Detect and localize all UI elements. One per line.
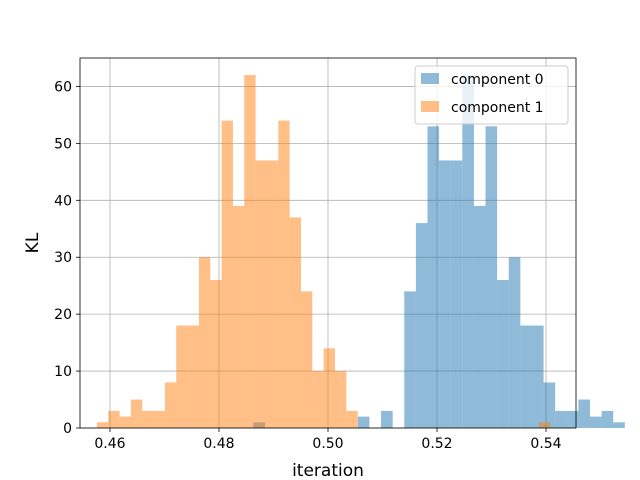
- histogram-bar: [300, 291, 313, 428]
- histogram-bar: [244, 75, 256, 429]
- histogram-bar: [404, 291, 416, 428]
- histogram-bar: [221, 120, 233, 428]
- histogram-bar: [346, 410, 358, 428]
- x-tick-label: 0.48: [203, 436, 234, 452]
- histogram-bar: [539, 422, 551, 428]
- histogram-bar: [153, 410, 165, 428]
- histogram-bar: [450, 160, 463, 428]
- y-tick-label: 20: [54, 307, 72, 323]
- y-tick-label: 60: [54, 79, 72, 95]
- histogram-bar: [289, 217, 301, 428]
- legend: component 0 component 1: [414, 65, 569, 125]
- legend-swatch-component-0: [421, 73, 439, 84]
- histogram-bar: [232, 206, 245, 428]
- histogram-bar: [439, 160, 451, 428]
- histogram-bar: [381, 410, 393, 428]
- histogram-bar: [142, 410, 154, 428]
- x-tick-label: 0.46: [94, 436, 125, 452]
- histogram-bar: [485, 126, 498, 429]
- histogram-bar: [415, 223, 428, 428]
- histogram-bar: [357, 416, 370, 428]
- y-tick-label: 40: [54, 193, 72, 209]
- y-tick-label: 10: [54, 364, 72, 380]
- histogram-bar: [427, 126, 440, 429]
- y-axis-label: KL: [23, 232, 43, 253]
- histogram-bar: [312, 371, 324, 428]
- histogram-bar: [176, 325, 188, 428]
- legend-swatch-component-1: [421, 101, 439, 112]
- histogram-bar: [278, 120, 290, 428]
- y-tick-label: 30: [54, 250, 72, 266]
- histogram-bar: [578, 399, 591, 428]
- y-tick-label: 50: [54, 136, 72, 152]
- histogram-bar: [108, 410, 120, 428]
- x-tick-label: 0.50: [312, 436, 343, 452]
- histogram-bar: [543, 382, 556, 428]
- histogram-bar: [266, 160, 279, 428]
- histogram-bar: [590, 416, 602, 428]
- x-tick-label: 0.54: [530, 436, 561, 452]
- histogram-bar: [497, 280, 509, 428]
- legend-label-component-1: component 1: [451, 100, 544, 116]
- histogram-bar: [566, 410, 579, 428]
- bars: [96, 75, 625, 429]
- axis-ticks: 0.46 0.48 0.50 0.52 0.54 0 10 20 30 40 50 60: [54, 79, 562, 452]
- legend-label-component-0: component 0: [451, 72, 544, 88]
- histogram-bar: [210, 280, 222, 428]
- series-1-bars: [96, 75, 551, 429]
- legend-box: [414, 65, 569, 125]
- histogram-bar: [323, 348, 335, 428]
- histogram-bar: [198, 257, 211, 428]
- histogram-bar: [119, 416, 131, 428]
- histogram-bar: [187, 325, 199, 428]
- histogram-bar: [555, 410, 567, 428]
- histogram-bar: [531, 325, 544, 428]
- histogram-bar: [520, 325, 532, 428]
- histogram-bar: [613, 422, 625, 428]
- histogram-bar: [473, 206, 486, 428]
- histogram-bar: [96, 422, 109, 428]
- y-tick-label: 0: [63, 421, 72, 437]
- series-0-bars: [253, 75, 625, 429]
- histogram-bar: [601, 410, 614, 428]
- x-tick-label: 0.52: [421, 436, 452, 452]
- histogram-bar: [255, 160, 267, 428]
- histogram-bar: [164, 382, 177, 428]
- histogram-bar: [462, 75, 474, 429]
- histogram-bar: [508, 257, 521, 428]
- histogram-bar: [130, 399, 143, 428]
- histogram-bar: [334, 371, 347, 428]
- x-axis-label: iteration: [292, 461, 364, 480]
